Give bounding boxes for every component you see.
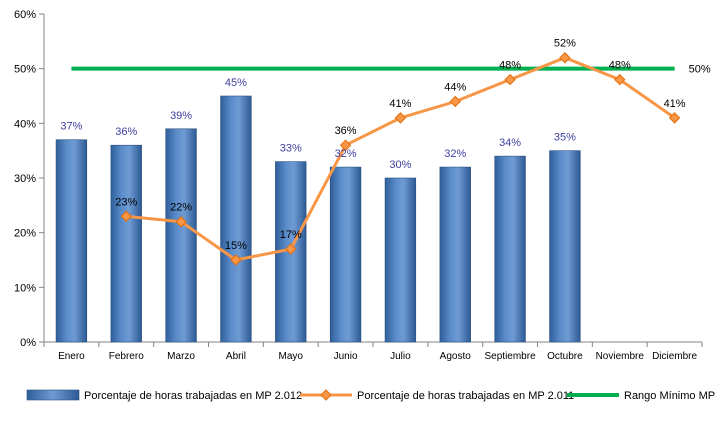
x-tick-label: Enero <box>58 351 85 362</box>
line-point <box>394 112 407 124</box>
line-data-label: 48% <box>609 60 631 72</box>
bar <box>165 128 197 343</box>
line-point <box>175 216 187 228</box>
x-tick-label: Febrero <box>109 351 144 362</box>
line-point <box>120 210 132 222</box>
legend-label: Porcentaje de horas trabajadas en MP 2.0… <box>84 390 302 402</box>
line-data-label: 36% <box>335 125 357 137</box>
y-tick-label: 50% <box>14 64 36 76</box>
x-tick-label: Septiembre <box>485 351 537 362</box>
x-tick-label: Julio <box>390 351 411 362</box>
y-tick-label: 40% <box>14 118 36 130</box>
x-tick-label: Mayo <box>279 351 304 362</box>
min-range-series: 50% <box>71 64 711 76</box>
bar-data-label: 37% <box>60 121 82 133</box>
line-data-label: 44% <box>444 81 466 93</box>
legend-swatch-marker <box>320 389 332 401</box>
line-point <box>614 73 626 86</box>
line-data-label: 41% <box>389 98 411 110</box>
line-point <box>668 112 681 124</box>
bar-series <box>55 95 581 343</box>
bar-data-label: 45% <box>225 77 247 89</box>
y-tick-label: 20% <box>14 228 36 240</box>
x-tick-label: Marzo <box>167 351 195 362</box>
axes: 0% 10% 20% 30% 40% 50% 60% Enero Febrero Marzo Abr… <box>14 9 703 362</box>
data-labels: 37% 36% 39% 45% 33% 32% 30% 32% 34% 35% 23% 22% 15% 1… <box>60 38 685 252</box>
legend-label: Porcentaje de horas trabajadas en MP 2.0… <box>357 390 574 402</box>
bar <box>55 139 88 343</box>
bar-data-label: 32% <box>444 148 466 160</box>
x-tick-label: Octubre <box>547 351 583 362</box>
x-tick-label: Junio <box>334 351 358 362</box>
line-data-label: 48% <box>499 60 521 72</box>
bar <box>494 155 526 343</box>
bar <box>329 166 362 343</box>
x-tick-label: Abril <box>226 351 246 362</box>
bar <box>549 150 581 343</box>
x-tick-label: Noviembre <box>596 351 645 362</box>
line-series-2011 <box>120 52 681 266</box>
line-point <box>504 73 516 86</box>
line-data-label: 41% <box>664 98 686 110</box>
line-data-label: 23% <box>115 196 137 208</box>
legend-swatch-bars <box>26 389 80 401</box>
bar <box>110 144 142 343</box>
y-tick-label: 30% <box>14 173 36 185</box>
line-data-label: 17% <box>280 229 302 241</box>
legend-label: Rango Mínimo MP <box>624 390 715 402</box>
line-point <box>230 254 242 266</box>
line-data-label: 52% <box>554 38 576 50</box>
line-data-label: 15% <box>225 240 247 252</box>
bar-data-label: 39% <box>170 110 192 122</box>
line-point <box>559 52 571 64</box>
x-tick-label: Diciembre <box>652 351 697 362</box>
bar-data-label: 36% <box>115 126 137 138</box>
y-tick-label: 0% <box>20 337 36 349</box>
bar <box>220 95 252 343</box>
bar-data-label: 32% <box>335 148 357 160</box>
bar <box>384 177 417 343</box>
bar-data-label: 33% <box>280 143 302 155</box>
y-tick-label: 60% <box>14 9 36 21</box>
line-point <box>285 243 297 255</box>
line-point <box>339 139 352 151</box>
min-range-label: 50% <box>689 64 711 76</box>
bar-data-label: 34% <box>499 137 521 149</box>
x-tick-label: Agosto <box>440 351 472 362</box>
bar-data-label: 30% <box>389 159 411 171</box>
bar-data-label: 35% <box>554 132 576 144</box>
y-tick-label: 10% <box>14 282 36 294</box>
legend: Porcentaje de horas trabajadas en MP 2.0… <box>26 389 715 402</box>
line-point <box>449 95 461 108</box>
bar <box>439 166 471 343</box>
line-data-label: 22% <box>170 202 192 214</box>
